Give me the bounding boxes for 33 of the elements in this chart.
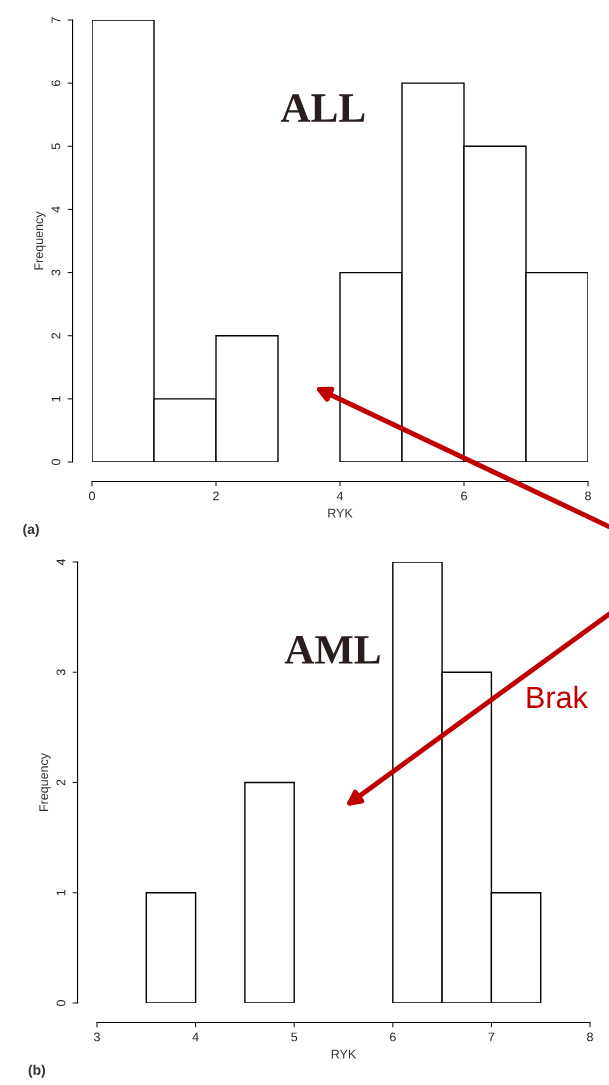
x-tick-label: 4 bbox=[336, 491, 344, 501]
x-axis-title: RYK bbox=[328, 508, 353, 518]
y-axis-title: Frequency bbox=[34, 211, 46, 270]
y-tick-label: 3 bbox=[56, 669, 66, 676]
y-tick-label: 0 bbox=[51, 459, 61, 465]
x-axis-title: RYK bbox=[331, 1049, 357, 1059]
y-tick-label: 7 bbox=[51, 17, 61, 23]
x-tick-label: 6 bbox=[389, 1032, 396, 1042]
x-tick-label: 8 bbox=[587, 1032, 593, 1042]
annotation: Brak bbox=[527, 685, 588, 709]
y-axis-title: Frequency bbox=[39, 752, 51, 811]
y-tick-label: 0 bbox=[56, 1000, 66, 1006]
y-tick-label: 1 bbox=[51, 395, 61, 402]
x-tick-label: 2 bbox=[213, 491, 219, 501]
x-tick-label: 0 bbox=[89, 491, 95, 501]
y-tick-label: 2 bbox=[51, 332, 61, 339]
x-tick-label: 7 bbox=[488, 1032, 495, 1042]
text: (b) bbox=[28, 1064, 46, 1078]
y-tick-label: 5 bbox=[51, 143, 61, 150]
y-tick-label: 1 bbox=[56, 889, 66, 896]
y-tick-label: 2 bbox=[56, 779, 66, 786]
y-tick-label: 4 bbox=[56, 558, 66, 566]
y-tick-label: 4 bbox=[51, 206, 61, 213]
y-tick-label: 3 bbox=[51, 269, 61, 276]
x-tick-label: 8 bbox=[585, 491, 591, 501]
annotation: AML bbox=[284, 635, 380, 664]
x-tick-label: 3 bbox=[94, 1032, 100, 1042]
y-tick-label: 6 bbox=[51, 80, 61, 86]
x-tick-label: 6 bbox=[461, 491, 467, 501]
annotation: ALL bbox=[280, 94, 365, 122]
x-tick-label: 5 bbox=[291, 1032, 298, 1042]
text: (a) bbox=[23, 523, 39, 537]
x-tick-label: 4 bbox=[192, 1032, 199, 1042]
